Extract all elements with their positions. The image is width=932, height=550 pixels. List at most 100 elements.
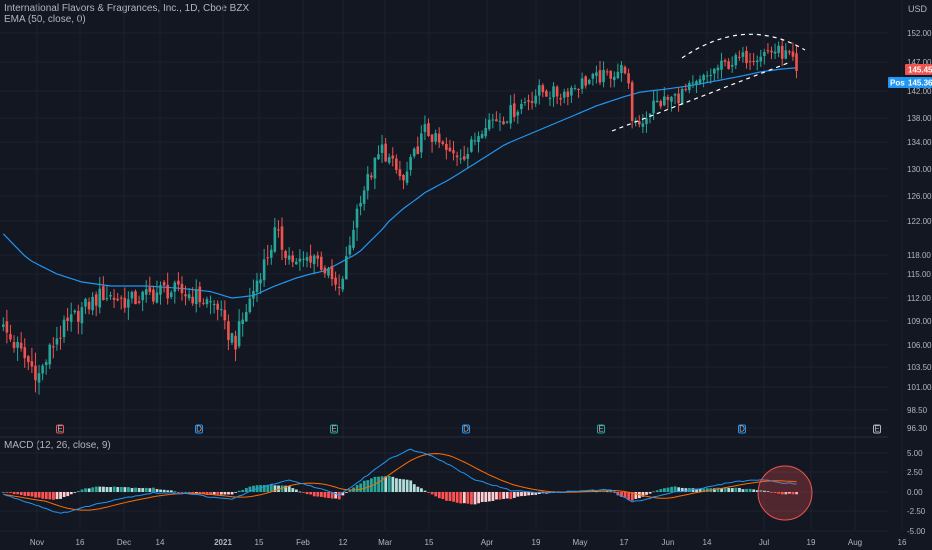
last-price-tag	[905, 64, 932, 75]
macd-histogram-bar	[80, 489, 84, 492]
event-marker	[462, 424, 470, 434]
candle-body	[362, 190, 366, 204]
macd-histogram-bar	[452, 492, 455, 502]
macd-histogram-bar	[630, 492, 634, 501]
candle-body	[587, 79, 591, 84]
candle-body	[37, 373, 41, 383]
time-tick-label: 15	[425, 538, 434, 547]
macd-histogram-bar	[345, 492, 348, 493]
macd-histogram-bar	[763, 490, 766, 492]
candle-body	[105, 298, 109, 300]
price-tick-label: 96.30	[907, 424, 928, 433]
macd-histogram-bar	[330, 492, 334, 499]
candle-body	[102, 286, 105, 301]
candle-body	[141, 291, 144, 301]
candle-body	[791, 51, 795, 57]
price-tick-label: 103.50	[907, 363, 932, 372]
macd-histogram-bar	[730, 488, 734, 492]
candle-body	[766, 50, 770, 52]
macd-histogram-bar	[705, 488, 709, 492]
macd-histogram-bar	[277, 485, 280, 492]
candle-body	[459, 158, 462, 160]
candle-body	[352, 229, 355, 248]
candle-body	[652, 100, 655, 114]
candle-body	[612, 76, 616, 81]
price-tick-label: 134.00	[907, 138, 932, 147]
macd-histogram-bar	[627, 492, 631, 500]
candle-body	[159, 285, 162, 295]
macd-histogram-bar	[48, 492, 52, 500]
price-tick-label: 118.00	[907, 251, 931, 260]
candle-body	[573, 87, 577, 89]
candle-body	[777, 45, 780, 53]
macd-histogram-bar	[191, 492, 195, 494]
candle-body	[495, 119, 498, 122]
macd-histogram-bar	[252, 485, 255, 492]
candle-body	[713, 68, 716, 74]
macd-histogram-bar	[237, 490, 241, 492]
macd-histogram-bar	[309, 492, 313, 495]
macd-histogram-bar	[327, 492, 330, 499]
macd-histogram-bar	[502, 492, 506, 499]
last-price-text: 145.45	[908, 66, 932, 75]
candle-body	[484, 127, 487, 137]
macd-histogram-bar	[105, 487, 109, 492]
candle-body	[259, 279, 262, 284]
macd-histogram-bar	[341, 492, 345, 496]
candle-body	[355, 208, 359, 228]
candle-body	[530, 101, 534, 103]
macd-histogram-bar	[516, 492, 520, 497]
macd-histogram-bar	[34, 492, 37, 498]
macd-histogram-bar	[19, 492, 23, 496]
candle-body	[223, 309, 227, 321]
macd-histogram-bar	[41, 492, 45, 499]
macd-tick-label: 5.00	[907, 449, 923, 458]
candle-body	[123, 297, 127, 308]
macd-histogram-bar	[12, 492, 16, 495]
candle-body	[345, 256, 348, 280]
macd-histogram-bar	[541, 492, 545, 494]
price-tick-label: 112.00	[907, 294, 931, 303]
macd-tick-label: 2.50	[907, 468, 923, 477]
candle-body	[452, 150, 455, 154]
macd-histogram-bar	[134, 487, 138, 492]
macd-line	[3, 448, 797, 514]
candle-body	[244, 312, 248, 322]
macd-histogram-bar	[244, 488, 248, 492]
price-tick-label: 126.00	[907, 192, 932, 201]
event-marker	[597, 424, 605, 434]
price-tick-label: 138.00	[907, 114, 932, 123]
candle-body	[434, 133, 437, 142]
candle-body	[341, 278, 345, 290]
macd-histogram-bar	[298, 491, 302, 493]
candle-body	[277, 229, 280, 231]
candle-body	[55, 338, 59, 345]
candle-body	[409, 157, 412, 171]
candle-body	[109, 295, 112, 297]
candle-body	[752, 60, 755, 62]
candle-body	[795, 53, 798, 71]
macd-histogram-bar	[187, 492, 191, 493]
candle-body	[227, 321, 230, 340]
macd-histogram-bar	[398, 478, 402, 492]
event-symbol: D	[196, 425, 202, 434]
candle-body	[402, 174, 405, 181]
candle-body	[212, 303, 216, 305]
candle-body	[391, 155, 395, 159]
macd-histogram-bar	[219, 492, 223, 495]
price-tick-label: 101.00	[907, 383, 932, 392]
candle-body	[545, 90, 548, 97]
macd-histogram-bar	[5, 492, 9, 493]
candle-body	[69, 314, 73, 322]
candle-body	[309, 255, 312, 263]
candle-body	[94, 294, 98, 306]
candle-body	[73, 310, 77, 313]
candle-body	[216, 303, 219, 310]
macd-histogram-bar	[102, 486, 105, 492]
macd-histogram-bar	[791, 492, 795, 495]
candle-body	[641, 123, 645, 127]
macd-histogram-bar	[691, 488, 695, 492]
candle-body	[173, 282, 177, 292]
candle-body	[359, 202, 362, 207]
